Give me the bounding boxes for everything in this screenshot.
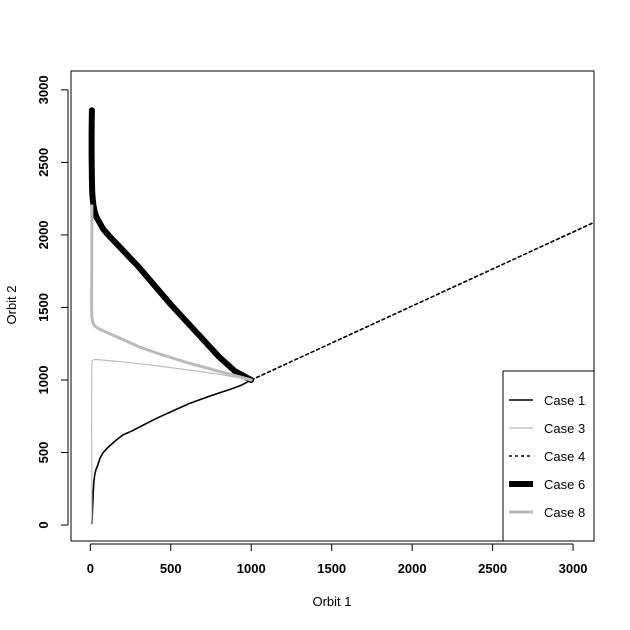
axes: 0 500 1000 1500 2000 2500 3000 0 500 1000 1500 2000… [36, 70, 595, 576]
legend-label: Case 4 [544, 449, 585, 464]
legend-label: Case 6 [544, 477, 585, 492]
series-line-case-1 [91, 379, 252, 524]
y-tick-label: 1000 [36, 366, 51, 395]
series-line-case-8 [90, 204, 253, 382]
x-tick-label: 0 [87, 561, 94, 576]
legend-label: Case 1 [544, 393, 585, 408]
legend-label: Case 8 [544, 505, 585, 520]
y-tick-label: 3000 [36, 75, 51, 104]
x-axis-title: Orbit 1 [312, 594, 351, 609]
plot-frame [70, 70, 595, 542]
series-line-case-6 [88, 107, 255, 383]
y-tick-label: 1500 [36, 293, 51, 322]
y-tick-label: 2500 [36, 148, 51, 177]
legend: Case 1 Case 3 Case 4 Case 6 Case 8 [502, 370, 595, 542]
series-line-case-4 [250, 221, 594, 381]
y-axis-title: Orbit 2 [4, 285, 19, 324]
x-tick-label: 1000 [237, 561, 266, 576]
series-lines [88, 107, 594, 524]
y-tick-label: 500 [36, 442, 51, 464]
x-tick-label: 2500 [478, 561, 507, 576]
x-tick-label: 2000 [398, 561, 427, 576]
series-line-case-3 [90, 359, 252, 523]
legend-label: Case 3 [544, 421, 585, 436]
y-tick-label: 0 [36, 521, 51, 528]
y-tick-label: 2000 [36, 220, 51, 249]
x-tick-label: 3000 [559, 561, 588, 576]
x-tick-label: 500 [160, 561, 182, 576]
x-tick-label: 1500 [317, 561, 346, 576]
